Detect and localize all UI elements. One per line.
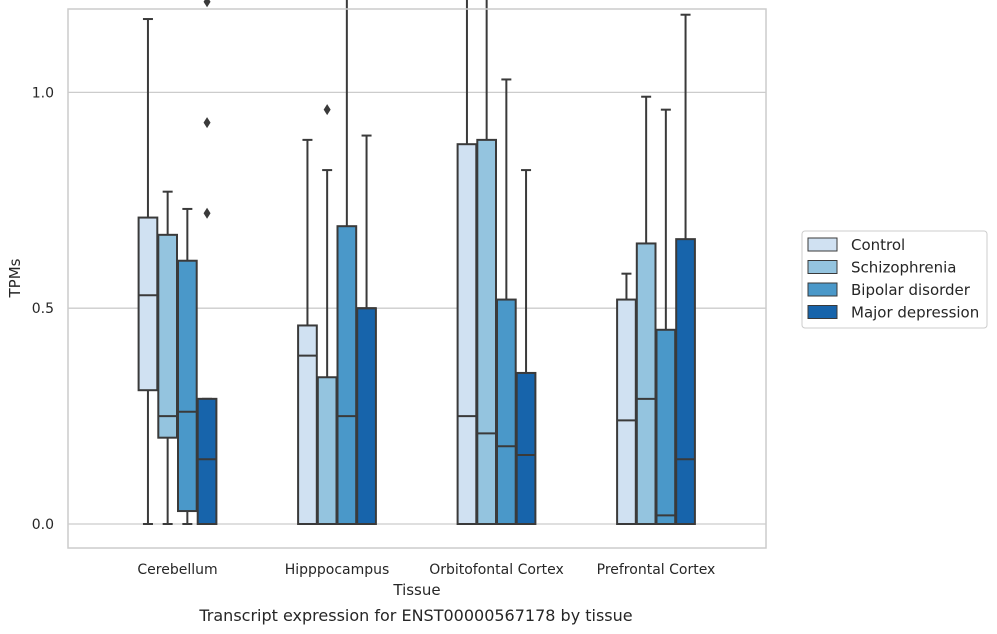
legend: Control Schizophrenia Bipolar disorder Majo… xyxy=(801,230,988,329)
box-body xyxy=(515,371,537,525)
box-body xyxy=(356,307,377,526)
legend-label: Bipolar disorder xyxy=(851,281,971,299)
legend-swatch xyxy=(807,260,838,274)
box-major-depression xyxy=(675,13,696,525)
legend-label: Schizophrenia xyxy=(851,259,956,277)
legend-swatch xyxy=(807,282,838,297)
outlier-point xyxy=(203,207,211,219)
box-body xyxy=(655,328,677,525)
x-axis-label: Tissue xyxy=(392,581,440,599)
box-schizophrenia xyxy=(157,190,179,525)
box-bipolar-disorder xyxy=(177,207,198,525)
y-axis-ticks: 0.00.51.01.52.0 xyxy=(32,85,54,533)
box-body xyxy=(675,238,696,525)
box-body xyxy=(635,242,657,526)
box-body xyxy=(196,397,218,525)
legend-label: Major depression xyxy=(851,304,979,322)
box-control xyxy=(456,0,478,526)
plot-boxes xyxy=(137,0,696,526)
box-schizophrenia xyxy=(635,95,657,526)
box-schizophrenia xyxy=(476,0,497,525)
outlier-point xyxy=(203,0,211,8)
box-body xyxy=(177,259,198,513)
x-tick-label: Cerebellum xyxy=(137,562,217,578)
legend-swatch xyxy=(807,237,838,252)
box-body xyxy=(157,233,179,439)
box-body xyxy=(316,376,338,526)
box-major-depression xyxy=(196,0,218,525)
legend-label: Control xyxy=(851,236,905,254)
y-tick-label: 0.5 xyxy=(32,301,54,317)
box-major-depression xyxy=(356,134,377,526)
box-body xyxy=(476,138,497,525)
box-body xyxy=(137,216,159,392)
x-tick-label: Orbitofontal Cortex xyxy=(429,562,564,578)
plot-frame xyxy=(67,8,767,549)
box-control xyxy=(297,138,318,525)
outlier-point xyxy=(203,117,211,129)
y-tick-label: 1.0 xyxy=(32,85,54,101)
box-body xyxy=(616,298,637,525)
box-body xyxy=(456,143,478,526)
x-tick-label: Hipppocampus xyxy=(285,562,390,578)
x-axis-ticks: Cerebellum Hipppocampus Orbitofontal Corte… xyxy=(137,562,715,578)
box-schizophrenia xyxy=(316,104,338,526)
box-bipolar-disorder xyxy=(655,108,677,525)
legend-swatch xyxy=(807,305,838,319)
box-bipolar-disorder xyxy=(336,0,358,525)
box-body xyxy=(496,298,517,525)
outlier-point xyxy=(323,104,331,116)
box-bipolar-disorder xyxy=(496,78,517,525)
x-tick-label: Prefrontal Cortex xyxy=(597,562,716,578)
box-control xyxy=(616,272,637,525)
box-major-depression xyxy=(515,169,537,525)
box-body xyxy=(336,225,358,525)
y-tick-label: 0.0 xyxy=(32,517,54,533)
chart-caption: Transcript expression for ENST0000056717… xyxy=(199,606,633,625)
y-axis-label: TPMs xyxy=(6,258,24,298)
box-control xyxy=(137,18,159,525)
legend-frame xyxy=(801,230,988,329)
